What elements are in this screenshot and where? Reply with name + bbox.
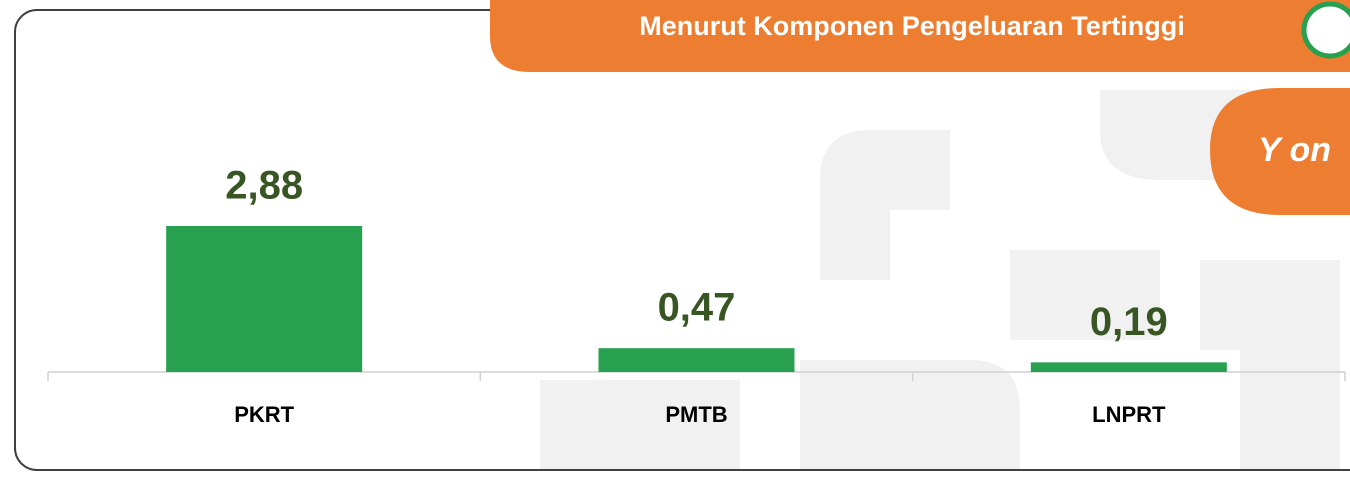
- badge-icon: [1304, 4, 1350, 56]
- x-tick-label: PMTB: [665, 402, 727, 427]
- x-tick-label: PKRT: [234, 402, 294, 427]
- value-label: 2,88: [225, 164, 303, 208]
- subtitle: Y on: [1258, 131, 1331, 169]
- slide: Menurut Komponen Pengeluaran Tertinggi Y…: [0, 0, 1350, 479]
- value-label: 0,47: [658, 286, 736, 330]
- bar: [166, 226, 362, 372]
- bar: [1031, 362, 1227, 372]
- chart-title: Menurut Komponen Pengeluaran Tertinggi: [639, 11, 1185, 41]
- x-tick-label: LNPRT: [1092, 402, 1166, 427]
- value-label: 0,19: [1090, 300, 1168, 344]
- bar: [599, 348, 795, 372]
